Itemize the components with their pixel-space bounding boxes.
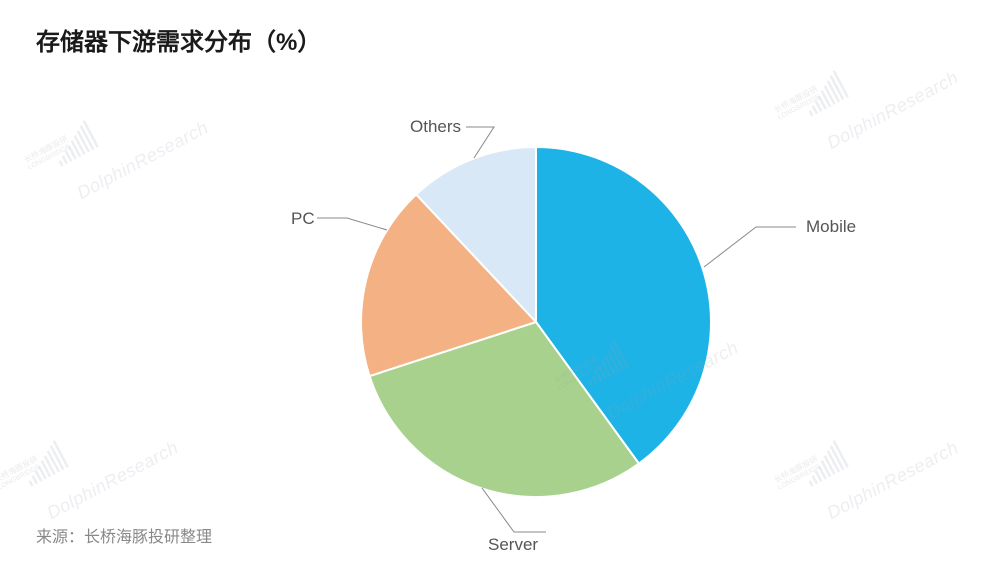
leader-line bbox=[317, 218, 387, 230]
pie-svg bbox=[36, 67, 1000, 567]
pie-slice-mobile bbox=[536, 147, 711, 464]
leader-line bbox=[704, 227, 796, 267]
pie-slice-pc bbox=[361, 194, 536, 376]
pie-slice-others bbox=[416, 147, 536, 322]
slice-label-mobile: Mobile bbox=[806, 217, 856, 237]
pie-slice-server bbox=[370, 322, 639, 497]
slice-label-server: Server bbox=[488, 535, 538, 555]
slice-label-pc: PC bbox=[291, 209, 315, 229]
chart-area: MobileServerPCOthers bbox=[36, 67, 964, 507]
chart-title: 存储器下游需求分布（%） bbox=[36, 22, 964, 57]
source-label: 来源：长桥海豚投研整理 bbox=[36, 523, 212, 547]
leader-line bbox=[466, 127, 494, 158]
leader-line bbox=[482, 488, 546, 532]
slice-label-others: Others bbox=[410, 117, 461, 137]
